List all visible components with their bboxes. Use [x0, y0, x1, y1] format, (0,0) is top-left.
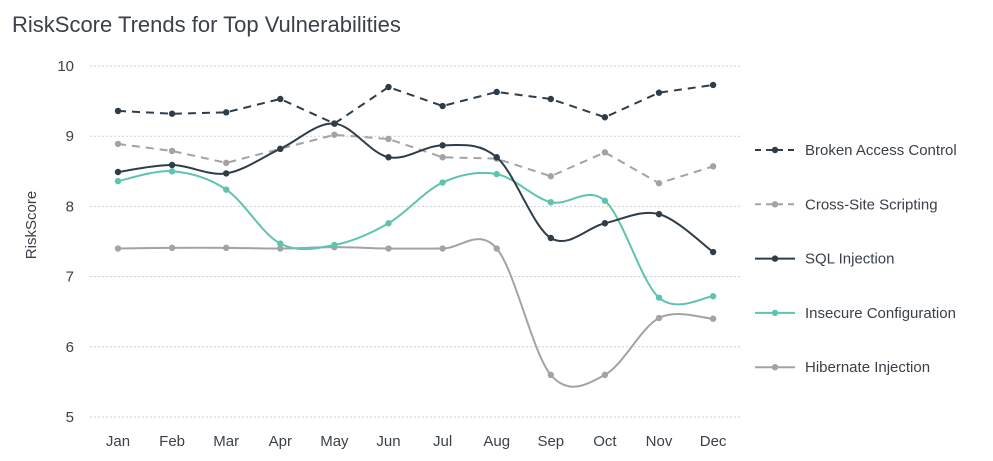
x-tick-label: Feb — [159, 433, 185, 450]
data-point-cross-site-scripting — [439, 154, 446, 161]
data-point-broken-access-control — [601, 114, 609, 121]
data-point-sql-injection — [439, 142, 446, 149]
data-point-broken-access-control — [655, 89, 663, 96]
data-point-hibernate-injection — [601, 371, 609, 379]
x-tick-label: Sep — [537, 433, 564, 450]
legend-marker — [771, 364, 779, 371]
x-tick-label: Jan — [106, 433, 130, 450]
data-point-broken-access-control — [168, 110, 176, 117]
data-point-hibernate-injection — [655, 314, 663, 322]
data-point-broken-access-control — [277, 95, 284, 103]
x-tick-label: May — [320, 433, 349, 450]
data-point-broken-access-control — [547, 95, 554, 103]
data-point-broken-access-control — [223, 109, 230, 116]
y-tick-label: 5 — [66, 409, 74, 426]
y-axis-label: RiskScore — [23, 191, 40, 259]
data-point-insecure-configuration — [439, 179, 446, 186]
x-tick-label: Mar — [213, 433, 239, 450]
x-tick-label: Apr — [269, 433, 292, 450]
data-point-broken-access-control — [114, 107, 122, 115]
data-point-cross-site-scripting — [168, 147, 176, 155]
legend-label: Hibernate Injection — [805, 359, 930, 376]
data-point-hibernate-injection — [493, 245, 500, 252]
x-tick-label: Nov — [646, 433, 673, 450]
legend-marker — [771, 255, 779, 262]
data-point-insecure-configuration — [168, 168, 176, 175]
data-point-hibernate-injection — [277, 245, 284, 252]
data-point-sql-injection — [223, 170, 230, 177]
data-point-sql-injection — [655, 210, 663, 218]
data-point-insecure-configuration — [114, 177, 122, 185]
data-point-sql-injection — [493, 154, 500, 161]
data-point-hibernate-injection — [385, 245, 392, 252]
y-tick-label: 9 — [66, 128, 74, 145]
x-tick-label: Aug — [483, 433, 510, 450]
data-point-broken-access-control — [493, 88, 500, 96]
data-point-cross-site-scripting — [331, 131, 338, 138]
legend-item: Hibernate Injection — [755, 359, 930, 376]
data-point-cross-site-scripting — [601, 149, 609, 156]
data-point-cross-site-scripting — [223, 159, 230, 167]
legend-item: SQL Injection — [755, 251, 895, 268]
data-point-broken-access-control — [385, 83, 392, 91]
legend-marker — [771, 146, 779, 154]
series-line-broken-access-control — [117, 83, 714, 125]
data-point-insecure-configuration — [331, 241, 338, 249]
data-point-sql-injection — [709, 248, 717, 256]
data-point-cross-site-scripting — [655, 180, 663, 187]
x-tick-label: Dec — [700, 433, 727, 450]
legend-item: Insecure Configuration — [755, 305, 956, 322]
series-line-hibernate-injection — [117, 238, 714, 388]
y-tick-label: 10 — [57, 58, 74, 75]
data-point-insecure-configuration — [277, 240, 284, 247]
data-point-hibernate-injection — [439, 245, 446, 252]
data-point-hibernate-injection — [168, 244, 176, 252]
legend-item: Broken Access Control — [755, 142, 957, 159]
legend-marker — [771, 201, 779, 208]
data-point-insecure-configuration — [493, 170, 500, 178]
data-point-cross-site-scripting — [114, 140, 122, 148]
data-point-broken-access-control — [331, 120, 338, 127]
series-line-cross-site-scripting — [117, 133, 714, 185]
data-point-sql-injection — [277, 145, 284, 153]
data-point-broken-access-control — [709, 81, 717, 89]
legend-item: Cross-Site Scripting — [755, 196, 938, 213]
data-point-hibernate-injection — [709, 315, 717, 322]
data-point-hibernate-injection — [114, 245, 122, 252]
chart-title: RiskScore Trends for Top Vulnerabilities — [12, 12, 401, 37]
y-tick-label: 8 — [66, 198, 74, 215]
data-point-cross-site-scripting — [547, 173, 554, 180]
data-point-insecure-configuration — [709, 293, 717, 300]
x-tick-label: Jun — [376, 433, 400, 450]
legend-label: Cross-Site Scripting — [805, 196, 938, 213]
data-point-insecure-configuration — [655, 294, 663, 301]
data-point-insecure-configuration — [547, 198, 554, 206]
data-point-broken-access-control — [439, 102, 446, 110]
y-tick-label: 7 — [66, 269, 74, 286]
data-point-sql-injection — [601, 220, 609, 227]
data-point-hibernate-injection — [547, 371, 554, 379]
legend-label: Broken Access Control — [805, 142, 957, 159]
data-point-insecure-configuration — [385, 220, 392, 227]
legend-marker — [771, 309, 779, 317]
data-point-sql-injection — [168, 161, 176, 169]
legend-label: SQL Injection — [805, 251, 895, 268]
data-point-cross-site-scripting — [709, 163, 717, 170]
data-point-sql-injection — [114, 168, 122, 176]
y-tick-label: 6 — [66, 339, 74, 356]
x-tick-label: Jul — [433, 433, 452, 450]
data-point-insecure-configuration — [223, 186, 230, 193]
data-point-hibernate-injection — [223, 244, 230, 252]
series-line-insecure-configuration — [117, 170, 714, 306]
data-point-sql-injection — [385, 154, 392, 161]
data-point-cross-site-scripting — [385, 135, 392, 143]
legend-label: Insecure Configuration — [805, 305, 956, 322]
data-point-insecure-configuration — [601, 197, 609, 204]
data-point-sql-injection — [547, 234, 554, 242]
x-tick-label: Oct — [593, 433, 617, 450]
